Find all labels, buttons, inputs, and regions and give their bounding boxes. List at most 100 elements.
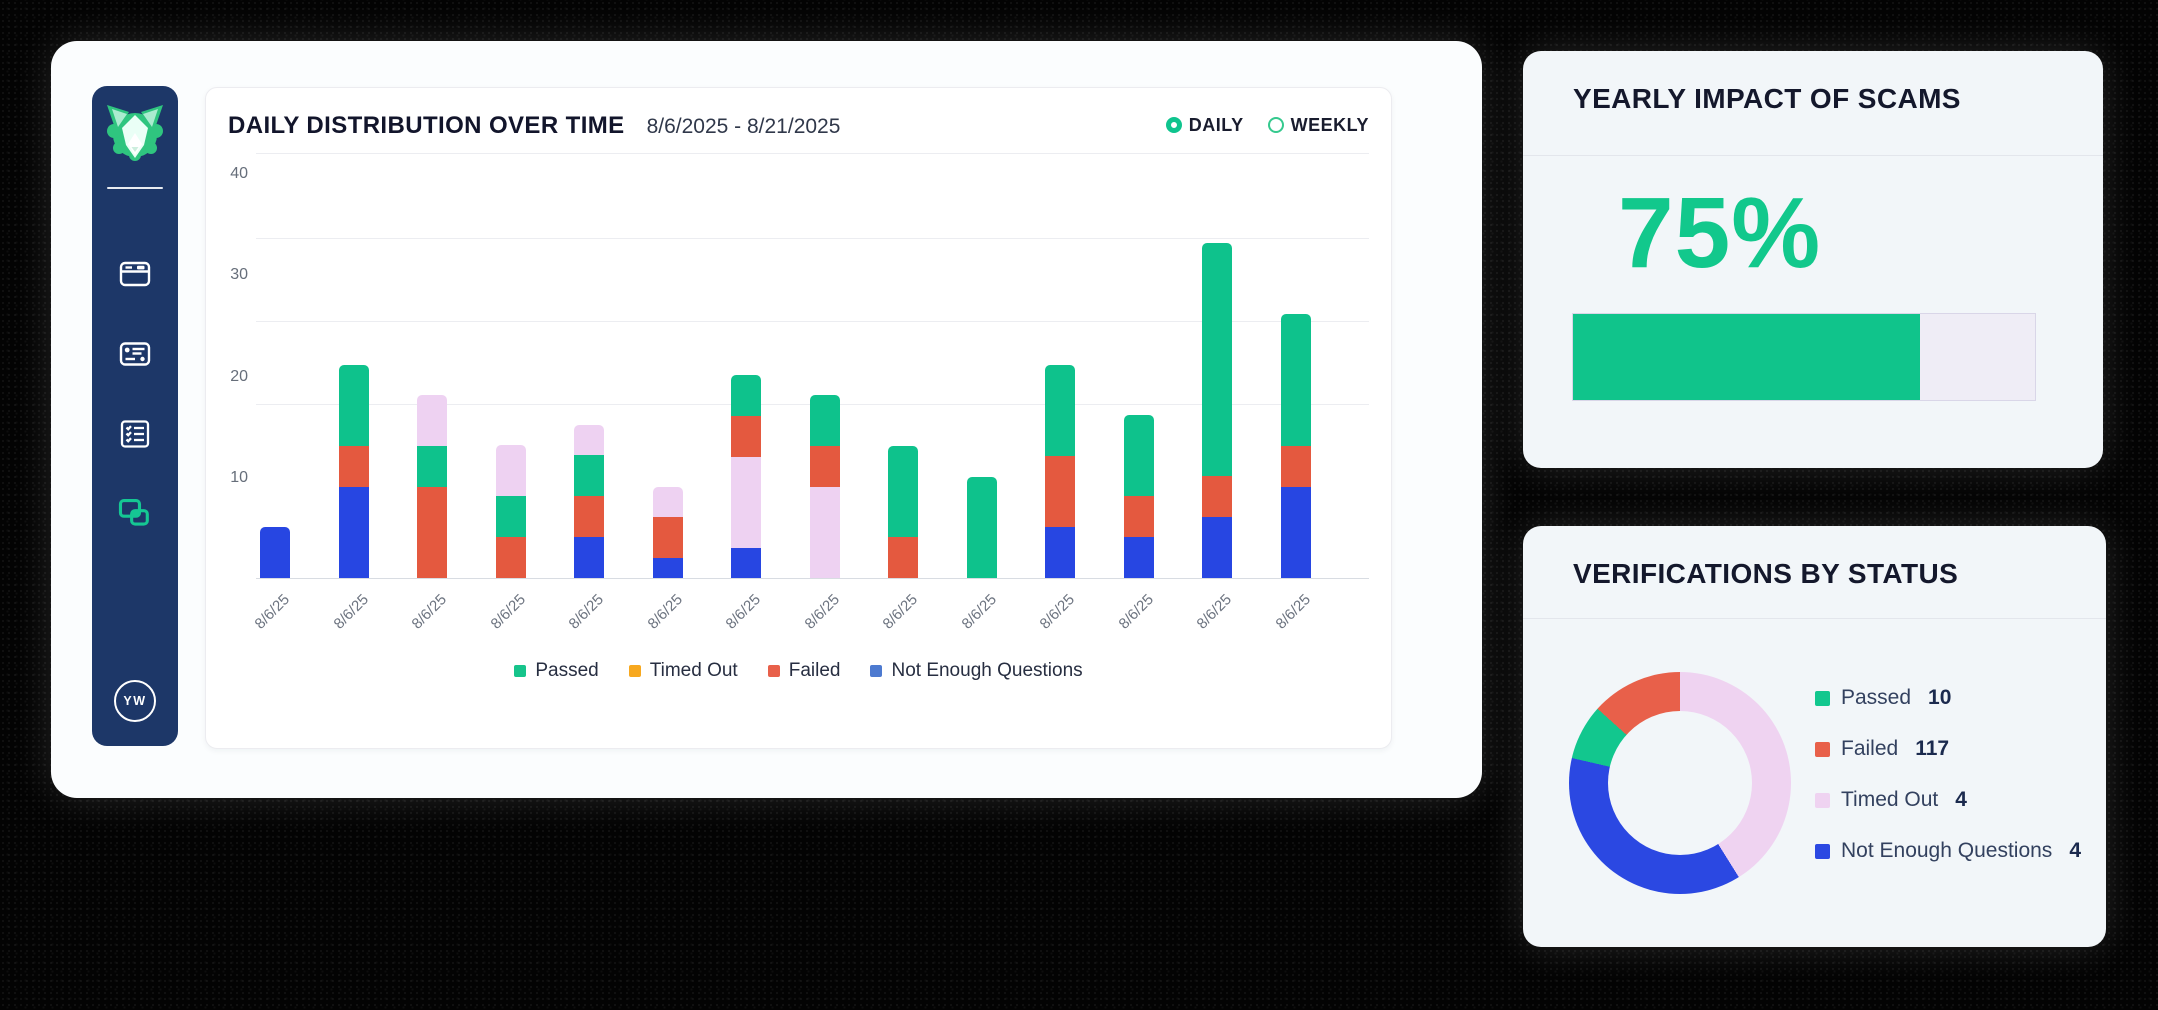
bar-segment — [810, 487, 840, 578]
donut-legend-item: Passed 10 — [1815, 686, 2081, 710]
chart-title: DAILY DISTRIBUTION OVER TIME — [228, 112, 625, 139]
bar-segment — [496, 537, 526, 578]
x-axis-tick-label: 8/6/25 — [644, 591, 687, 633]
legend-value: 10 — [1928, 686, 1952, 709]
bar-segment — [653, 487, 683, 517]
radio-selected-icon — [1165, 117, 1182, 133]
sidebar-item-records[interactable] — [115, 335, 155, 375]
legend-label: Not Enough Questions — [891, 660, 1083, 681]
bar-segment — [1045, 527, 1075, 578]
bar-segment — [339, 365, 369, 446]
bar-segment — [888, 537, 918, 578]
plot-area: 40 30 20 10 8/6/25 8/6/25 8/6/25 8/6/25 8/6/25 8/… — [230, 153, 1369, 633]
x-axis-tick-label: 8/6/25 — [565, 591, 608, 633]
yearly-percent-value: 75% — [1618, 177, 1822, 289]
bar-segment — [888, 446, 918, 537]
bar-segment — [1202, 243, 1232, 476]
chart-legend-item[interactable]: Not Enough Questions — [870, 660, 1083, 682]
bar-segment — [653, 517, 683, 558]
bar-segment — [574, 425, 604, 455]
stacked-bar — [1281, 314, 1311, 578]
bar-segment — [1202, 476, 1232, 517]
verifications-title: VERIFICATIONS BY STATUS — [1573, 558, 1959, 589]
chart-legend-item[interactable]: Passed — [514, 660, 599, 682]
gridline — [256, 153, 1369, 154]
x-axis-tick-label: 8/6/25 — [1036, 591, 1079, 633]
stacked-bar — [1124, 415, 1154, 578]
stacked-bar — [339, 365, 369, 578]
bar-segment — [810, 446, 840, 487]
legend-label: Failed — [1841, 737, 1899, 760]
sidebar-item-checklist[interactable] — [115, 415, 155, 455]
legend-label: Failed — [788, 660, 841, 681]
bar-segment — [1124, 496, 1154, 537]
bar-segment — [1281, 446, 1311, 487]
bar-segment — [1281, 487, 1311, 578]
x-axis-tick-label: 8/6/25 — [879, 591, 922, 633]
toggle-weekly-label: WEEKLY — [1290, 114, 1369, 135]
yearly-impact-card: YEARLY IMPACT OF SCAMS 75% — [1523, 51, 2103, 468]
yearly-progress-bar — [1572, 313, 2036, 401]
sidebar-item-dashboard[interactable] — [115, 255, 155, 295]
bar-segment — [967, 477, 997, 578]
stacked-bar — [1045, 365, 1075, 578]
legend-value: 4 — [2069, 839, 2081, 862]
sidebar: YW — [92, 86, 178, 746]
stacked-bar — [417, 395, 447, 578]
x-axis-tick-label: 8/6/25 — [722, 591, 765, 633]
stacked-bar — [496, 445, 526, 578]
legend-marker-icon — [870, 665, 883, 677]
id-card-icon — [117, 337, 153, 374]
toggle-weekly[interactable]: WEEKLY — [1267, 114, 1369, 136]
bar-segment — [1124, 537, 1154, 578]
donut-legend-item: Timed Out 4 — [1815, 788, 2081, 812]
sidebar-item-reports-active[interactable] — [115, 495, 155, 535]
x-axis-tick-label: 8/6/25 — [801, 591, 844, 633]
radio-unselected-icon — [1267, 117, 1284, 133]
bar-segment — [731, 375, 761, 416]
legend-label: Timed Out — [649, 660, 738, 681]
x-axis-tick-label: 8/6/25 — [251, 591, 294, 633]
y-axis-tick-label: 10 — [230, 469, 248, 486]
avatar[interactable]: YW — [114, 680, 156, 722]
legend-value: 4 — [1955, 788, 1967, 811]
gridline — [256, 238, 1369, 239]
status-donut-chart — [1569, 672, 1791, 894]
yearly-impact-title: YEARLY IMPACT OF SCAMS — [1573, 83, 1961, 114]
bar-segment — [339, 446, 369, 487]
y-axis-tick-label: 40 — [230, 165, 248, 182]
stacked-bar — [731, 375, 761, 578]
bar-segment — [574, 537, 604, 578]
checklist-icon — [117, 417, 153, 454]
toggle-daily-label: DAILY — [1188, 114, 1244, 135]
stacked-bar — [260, 527, 290, 578]
chart-legend-item[interactable]: Failed — [767, 660, 841, 682]
x-axis-tick-label: 8/6/25 — [1272, 591, 1315, 633]
y-axis-tick-label: 20 — [230, 368, 248, 385]
legend-marker-icon — [767, 665, 780, 677]
chart-date-range: 8/6/2025 - 8/21/2025 — [646, 115, 841, 138]
donut-legend-item: Not Enough Questions 4 — [1815, 839, 2081, 863]
bar-segment — [731, 416, 761, 457]
stacked-bar — [653, 487, 683, 578]
legend-marker-icon — [1815, 843, 1830, 859]
toggle-daily[interactable]: DAILY — [1165, 114, 1244, 136]
legend-marker-icon — [514, 665, 527, 677]
dashboard-window-icon — [117, 257, 153, 294]
bar-segment — [653, 558, 683, 578]
bar-segment — [1202, 517, 1232, 578]
daily-distribution-card: DAILY DISTRIBUTION OVER TIME 8/6/2025 - … — [205, 87, 1392, 749]
legend-label: Passed — [535, 660, 599, 681]
legend-label: Not Enough Questions — [1841, 839, 2053, 862]
stacked-bar — [888, 446, 918, 578]
divider — [1523, 155, 2103, 156]
x-axis-tick-label: 8/6/25 — [1193, 591, 1236, 633]
chart-header: DAILY DISTRIBUTION OVER TIME 8/6/2025 - … — [228, 112, 1369, 140]
chart-legend-item[interactable]: Timed Out — [628, 660, 738, 682]
sidebar-divider — [107, 187, 163, 189]
bar-segment — [731, 457, 761, 548]
bar-segment — [731, 548, 761, 578]
donut-legend: Passed 10 Failed 117 Timed Out 4 Not Enough Qu… — [1815, 686, 2081, 863]
bar-segment — [810, 395, 840, 446]
